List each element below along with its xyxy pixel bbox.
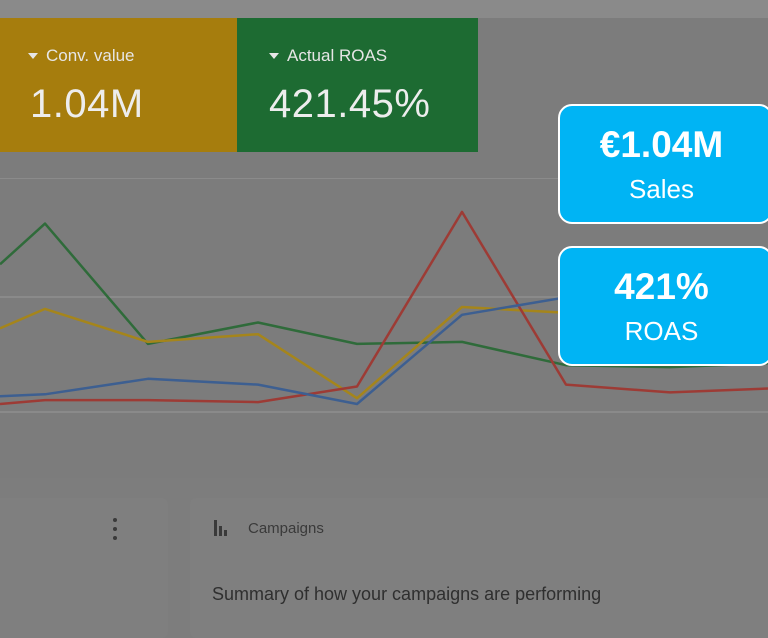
- metric-value: 421.45%: [269, 82, 431, 126]
- caret-down-icon: [269, 53, 279, 59]
- callout-sales: €1.04M Sales: [558, 104, 768, 224]
- campaigns-description: Summary of how your campaigns are perfor…: [212, 584, 602, 604]
- bar-chart-icon: [214, 520, 228, 536]
- metric-tile-actual-roas[interactable]: Actual ROAS 421.45%: [237, 18, 478, 152]
- caret-down-icon: [28, 53, 38, 59]
- metric-label[interactable]: Actual ROAS: [269, 46, 387, 66]
- metric-value: 1.04M: [30, 82, 144, 126]
- callout-roas: 421% ROAS: [558, 246, 768, 366]
- metric-tile-conv-value[interactable]: Conv. value 1.04M: [0, 18, 237, 152]
- campaigns-card: Campaigns Summary of how your campaigns …: [190, 498, 768, 638]
- metric-label[interactable]: Conv. value: [28, 46, 135, 66]
- campaigns-title: Campaigns: [248, 520, 324, 537]
- top-bar: [0, 0, 768, 18]
- series-line-2: [0, 210, 768, 406]
- series-line-0: [0, 222, 768, 369]
- callout-sales-value: €1.04M: [599, 124, 724, 165]
- left-card: [0, 498, 168, 638]
- callout-sales-label: Sales: [628, 174, 695, 204]
- more-vert-icon[interactable]: [110, 516, 120, 542]
- divider: [0, 178, 768, 179]
- callout-roas-value: 421%: [614, 266, 709, 307]
- callout-roas-label: ROAS: [624, 316, 699, 346]
